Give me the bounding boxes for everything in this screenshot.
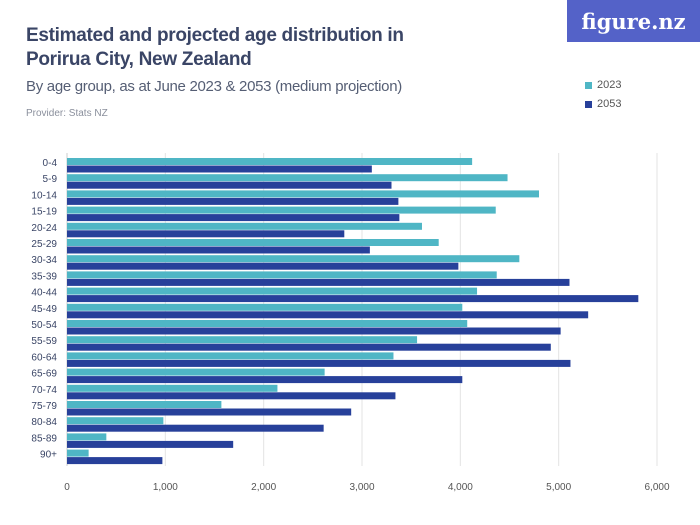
bar-2053-5-9 xyxy=(67,181,392,189)
bar-2053-20-24 xyxy=(67,230,345,238)
bar-2053-55-59 xyxy=(67,343,551,351)
bar-2023-75-79 xyxy=(67,401,222,408)
bar-2053-25-29 xyxy=(67,246,370,254)
bar-2053-35-39 xyxy=(67,278,570,286)
y-tick-label: 70-74 xyxy=(31,385,57,396)
bar-2023-80-84 xyxy=(67,417,164,425)
bar-2023-70-74 xyxy=(67,384,278,392)
y-tick-label: 65-69 xyxy=(31,369,57,380)
bar-2023-45-49 xyxy=(67,303,463,311)
bar-2053-40-44 xyxy=(67,295,639,303)
y-tick-label: 20-24 xyxy=(31,223,57,234)
y-tick-label: 0-4 xyxy=(43,158,58,169)
bar-2053-10-14 xyxy=(67,197,399,205)
bar-2023-25-29 xyxy=(67,239,439,246)
bar-2023-15-19 xyxy=(67,206,496,214)
bar-2023-10-14 xyxy=(67,190,539,198)
bar-2053-15-19 xyxy=(67,214,400,222)
x-tick-label: 5,000 xyxy=(546,482,571,493)
chart-subtitle: By age group, as at June 2023 & 2053 (me… xyxy=(26,78,402,95)
bar-2053-75-79 xyxy=(67,408,352,416)
bar-2023-5-9 xyxy=(67,174,508,182)
bar-2023-35-39 xyxy=(67,271,497,279)
bar-2053-85-89 xyxy=(67,440,234,448)
legend-label: 2053 xyxy=(597,98,622,110)
bar-2023-90+ xyxy=(67,449,89,457)
x-tick-label: 4,000 xyxy=(448,482,473,493)
bar-2053-80-84 xyxy=(67,424,324,432)
bar-2023-55-59 xyxy=(67,336,418,344)
y-tick-label: 25-29 xyxy=(31,239,57,250)
legend-label: 2023 xyxy=(597,79,622,91)
y-tick-label: 55-59 xyxy=(31,336,57,347)
y-tick-label: 60-64 xyxy=(31,352,57,363)
bar-2023-20-24 xyxy=(67,222,422,230)
y-tick-label: 85-89 xyxy=(31,433,57,444)
bar-2023-50-54 xyxy=(67,320,468,327)
y-tick-label: 90+ xyxy=(40,450,57,461)
legend-item-2053: 2053 xyxy=(585,98,621,110)
bar-2023-65-69 xyxy=(67,368,325,376)
legend-swatch xyxy=(585,81,592,89)
bar-2053-70-74 xyxy=(67,392,396,400)
bar-2023-30-34 xyxy=(67,255,520,263)
y-tick-label: 50-54 xyxy=(31,320,57,331)
bar-2023-85-89 xyxy=(67,433,107,441)
y-tick-label: 30-34 xyxy=(31,255,57,266)
legend-swatch xyxy=(585,100,592,108)
bar-2023-60-64 xyxy=(67,352,394,360)
x-tick-label: 0 xyxy=(64,482,70,493)
y-tick-label: 80-84 xyxy=(31,417,57,428)
x-tick-label: 3,000 xyxy=(349,482,374,493)
legend-item-2023: 2023 xyxy=(585,79,621,91)
y-tick-label: 5-9 xyxy=(43,174,58,185)
bar-2053-50-54 xyxy=(67,327,561,335)
bar-2053-30-34 xyxy=(67,262,459,270)
bar-2053-0-4 xyxy=(67,165,372,173)
bar-2023-0-4 xyxy=(67,158,473,165)
y-tick-label: 35-39 xyxy=(31,271,57,282)
x-tick-label: 2,000 xyxy=(251,482,276,493)
figure-nz-logo[interactable]: figure.nz xyxy=(567,0,700,42)
y-tick-label: 40-44 xyxy=(31,288,57,299)
bar-2023-40-44 xyxy=(67,287,478,295)
bar-2053-45-49 xyxy=(67,311,589,319)
provider: Provider: Stats NZ xyxy=(26,108,108,119)
bar-2053-90+ xyxy=(67,457,163,465)
x-tick-label: 1,000 xyxy=(153,482,178,493)
bar-2053-60-64 xyxy=(67,359,571,367)
y-tick-label: 45-49 xyxy=(31,304,57,315)
chart-title: Estimated and projected age distribution… xyxy=(26,25,404,70)
y-tick-label: 75-79 xyxy=(31,401,57,412)
y-tick-label: 15-19 xyxy=(31,207,57,218)
x-tick-label: 6,000 xyxy=(644,482,669,493)
bar-2053-65-69 xyxy=(67,376,463,384)
y-tick-label: 10-14 xyxy=(31,190,57,201)
